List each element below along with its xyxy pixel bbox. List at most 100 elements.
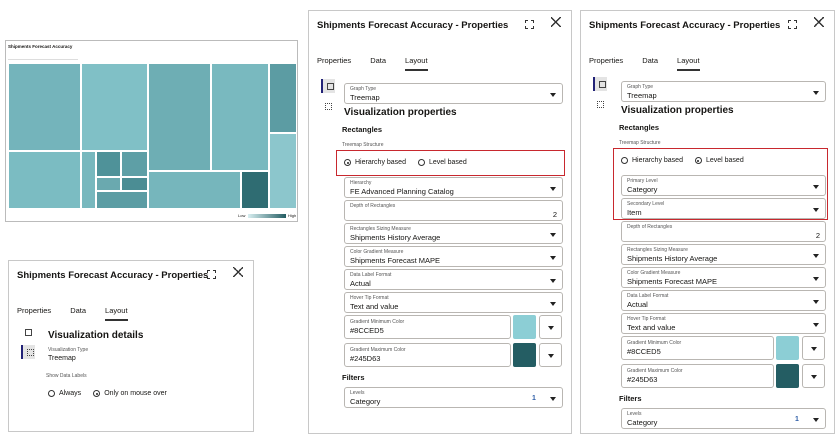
chevron bbox=[813, 208, 819, 212]
field-label: Levels bbox=[627, 411, 642, 417]
radio-label: Hierarchy based bbox=[355, 159, 406, 166]
color-field[interactable]: Gradient Minimum Color #8CCED5 bbox=[621, 336, 774, 360]
chevron bbox=[811, 347, 817, 351]
color-picker-button[interactable] bbox=[802, 336, 825, 360]
field-label: Rectangles Sizing Measure bbox=[627, 247, 688, 253]
chevron bbox=[813, 91, 819, 95]
chevron bbox=[813, 323, 819, 327]
close-button[interactable] bbox=[551, 17, 561, 27]
radio-circle bbox=[621, 157, 628, 164]
tab[interactable]: Data bbox=[70, 306, 87, 315]
field-label: Depth of Rectangles bbox=[627, 224, 673, 230]
expand-button[interactable] bbox=[788, 20, 797, 29]
radio-option[interactable]: Level based bbox=[694, 157, 744, 164]
color-picker-button[interactable] bbox=[539, 343, 562, 367]
color-swatch bbox=[776, 336, 799, 360]
select-field[interactable]: Levels Category 1 bbox=[344, 387, 563, 408]
select-field[interactable]: Rectangles Sizing Measure Shipments Histo… bbox=[344, 223, 563, 244]
tab[interactable]: Data bbox=[370, 56, 387, 65]
close-button[interactable] bbox=[233, 267, 243, 277]
radio-label: Hierarchy based bbox=[632, 157, 683, 164]
radio-dot bbox=[95, 392, 98, 395]
chevron bbox=[550, 302, 556, 306]
tab[interactable]: Layout bbox=[677, 57, 700, 71]
select-field[interactable]: Data Label Format Actual bbox=[621, 290, 826, 311]
treemap-cell bbox=[241, 171, 269, 209]
properties-panel: Shipments Forecast Accuracy - Properties… bbox=[308, 10, 572, 434]
radio-label: Level based bbox=[705, 157, 744, 164]
legend-low: Low bbox=[238, 213, 246, 218]
field-label: Data Label Format bbox=[627, 293, 669, 299]
input-field[interactable]: Depth of Rectangles 2 bbox=[344, 200, 563, 221]
radio-option[interactable]: Only on mouse over bbox=[93, 390, 167, 397]
tab[interactable]: Properties bbox=[17, 306, 52, 315]
field-label: Color Gradient Measure bbox=[350, 249, 404, 255]
radio-circle bbox=[48, 390, 55, 397]
color-field[interactable]: Gradient Maximum Color #245D63 bbox=[344, 343, 511, 367]
color-field[interactable]: Gradient Minimum Color #8CCED5 bbox=[344, 315, 511, 339]
field-label: Hierarchy bbox=[350, 180, 372, 186]
sidebar-icon[interactable] bbox=[21, 345, 35, 359]
select-field[interactable]: Data Label Format Actual bbox=[344, 269, 563, 290]
treemap-cell bbox=[269, 133, 297, 209]
sidebar-icon[interactable] bbox=[321, 99, 335, 113]
tab[interactable]: Properties bbox=[589, 56, 624, 65]
field-label: Primary Level bbox=[627, 178, 658, 184]
color-swatch bbox=[513, 343, 536, 367]
legend-bar bbox=[248, 214, 286, 218]
field-value: Category bbox=[627, 418, 658, 427]
radio-option[interactable]: Always bbox=[48, 390, 81, 397]
field-value: #8CCED5 bbox=[627, 347, 661, 356]
sidebar-icon[interactable] bbox=[593, 97, 607, 111]
treemap-cell bbox=[8, 63, 81, 151]
color-picker-button[interactable] bbox=[539, 315, 562, 339]
select-field[interactable]: Levels Category 1 bbox=[621, 408, 826, 429]
field-label: Gradient Maximum Color bbox=[350, 347, 406, 353]
tab[interactable]: Layout bbox=[105, 307, 128, 321]
select-field[interactable]: Color Gradient Measure Shipments Forecast… bbox=[344, 246, 563, 267]
field-value: Shipments Forecast MAPE bbox=[350, 256, 441, 265]
radio-option[interactable]: Hierarchy based bbox=[621, 157, 683, 164]
expand-button[interactable] bbox=[207, 270, 216, 279]
color-picker-button[interactable] bbox=[802, 364, 825, 388]
tab[interactable]: Layout bbox=[405, 57, 428, 71]
radio-option[interactable]: Hierarchy based bbox=[344, 159, 406, 166]
field-label: Gradient Minimum Color bbox=[350, 319, 405, 325]
radio-option[interactable]: Level based bbox=[417, 159, 467, 166]
treemap-cell bbox=[96, 191, 148, 209]
select-field[interactable]: Hover Tip Format Text and value bbox=[621, 313, 826, 334]
sidebar-icon[interactable] bbox=[21, 325, 35, 339]
select-field[interactable]: Color Gradient Measure Shipments Forecast… bbox=[621, 267, 826, 288]
select-field[interactable]: Hierarchy FE Advanced Planning Catalog bbox=[344, 177, 563, 198]
caption: Treemap Structure bbox=[342, 142, 384, 148]
treemap-cell bbox=[81, 151, 96, 209]
field-label: Visualization Type bbox=[48, 347, 89, 353]
select-field[interactable]: Graph Type Treemap bbox=[344, 83, 563, 104]
input-field[interactable]: Depth of Rectangles 2 bbox=[621, 221, 826, 242]
field-value: #245D63 bbox=[627, 375, 658, 384]
radio-circle bbox=[694, 157, 702, 164]
select-field[interactable]: Primary Level Category bbox=[621, 175, 826, 196]
field-label: Data Label Format bbox=[350, 272, 392, 278]
radio-circle bbox=[344, 159, 351, 166]
select-field[interactable]: Rectangles Sizing Measure Shipments Histo… bbox=[621, 244, 826, 265]
close-button[interactable] bbox=[814, 17, 824, 27]
field-value: Category bbox=[350, 397, 381, 406]
sidebar-icon[interactable] bbox=[593, 77, 607, 91]
expand-button[interactable] bbox=[525, 20, 534, 29]
sidebar-icon[interactable] bbox=[321, 79, 335, 93]
toolbar bbox=[8, 53, 78, 60]
highlight-box bbox=[336, 150, 565, 176]
color-field[interactable]: Gradient Maximum Color #245D63 bbox=[621, 364, 774, 388]
highlight-box bbox=[613, 148, 828, 220]
field-value: Shipments Forecast MAPE bbox=[627, 277, 718, 286]
tab[interactable]: Data bbox=[642, 56, 659, 65]
chevron bbox=[550, 93, 556, 97]
field-label: Hover Tip Format bbox=[627, 316, 666, 322]
tab[interactable]: Properties bbox=[317, 56, 352, 65]
field-value: Actual bbox=[350, 279, 371, 288]
count-badge: 1 bbox=[795, 416, 799, 423]
select-field[interactable]: Graph Type Treemap bbox=[621, 81, 826, 102]
select-field[interactable]: Hover Tip Format Text and value bbox=[344, 292, 563, 313]
select-field[interactable]: Secondary Level Item bbox=[621, 198, 826, 219]
